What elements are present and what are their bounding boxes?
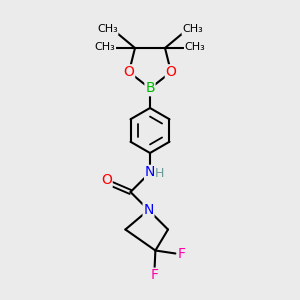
- Text: N: N: [145, 166, 155, 179]
- Text: CH₃: CH₃: [94, 42, 116, 52]
- Text: CH₃: CH₃: [182, 24, 203, 34]
- Text: N: N: [143, 203, 154, 217]
- Text: B: B: [145, 82, 155, 95]
- Text: F: F: [178, 247, 185, 260]
- Text: O: O: [101, 173, 112, 187]
- Text: CH₃: CH₃: [97, 24, 118, 34]
- Text: O: O: [166, 65, 176, 79]
- Text: CH₃: CH₃: [184, 42, 206, 52]
- Text: F: F: [151, 268, 158, 282]
- Text: O: O: [124, 65, 134, 79]
- Text: H: H: [155, 167, 164, 180]
